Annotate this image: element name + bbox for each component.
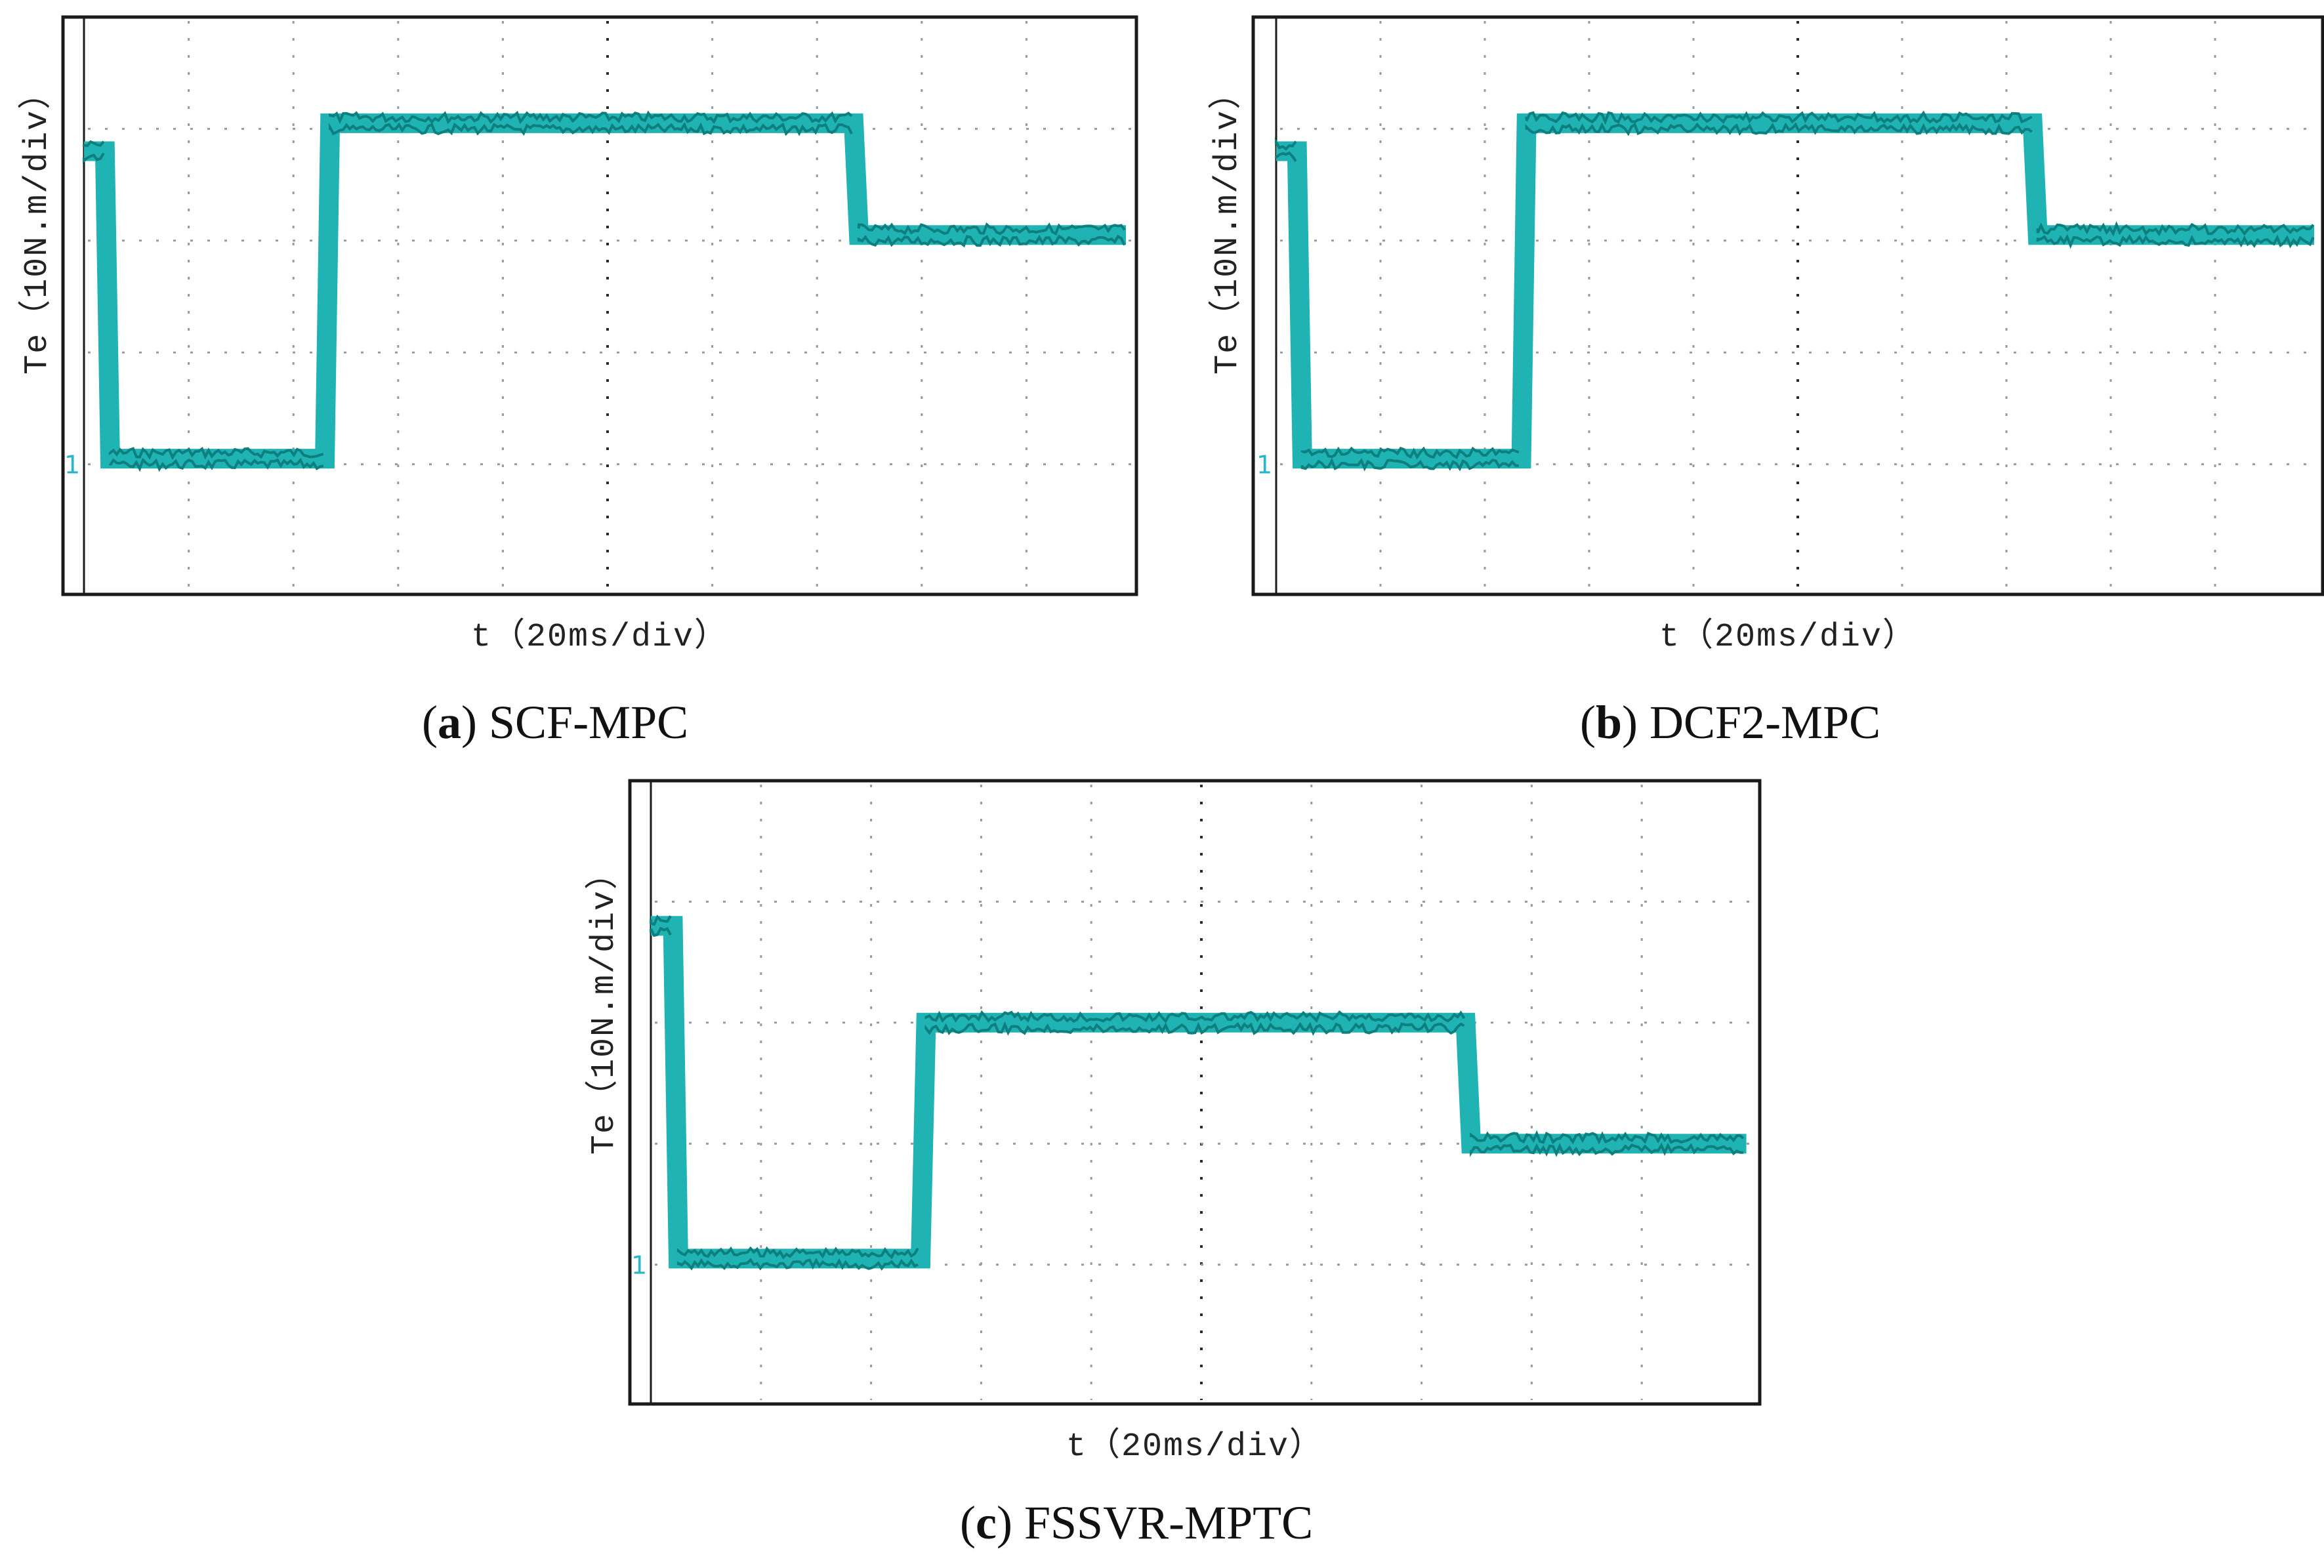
caption-b: (b) DCF2-MPC: [1580, 696, 1881, 749]
trace-noise: [858, 222, 1126, 236]
scope-chart-a: Te（10N.m/div） t（20ms/div） 1: [18, 15, 1138, 656]
y-axis-label: Te（10N.m/div）: [1208, 75, 1247, 375]
trace-noise: [1300, 446, 1520, 460]
scope-frame: [1251, 15, 2324, 596]
trace-noise: [329, 122, 853, 136]
zero-marker: 1: [631, 1251, 647, 1280]
scope-frame: [61, 15, 1138, 596]
x-axis-label: t（20ms/div）: [471, 617, 728, 656]
torque-trace: [1276, 113, 2314, 469]
caption-a-text: SCF-MPC: [488, 696, 689, 749]
trace-noise: [858, 234, 1126, 248]
trace-noise: [924, 1021, 1465, 1036]
trace-noise: [108, 457, 324, 472]
panel-a: Te（10N.m/div） t（20ms/div） 1: [0, 0, 1155, 669]
trace-noise: [83, 140, 105, 148]
scope-chart-b: Te（10N.m/div） t（20ms/div） 1: [1208, 15, 2324, 656]
caption-a: (a) SCF-MPC: [422, 696, 689, 749]
torque-trace: [84, 113, 1126, 469]
caption-c-text: FSSVR-MPTC: [1024, 1496, 1314, 1549]
zero-marker: 1: [1256, 451, 1272, 480]
zero-marker: 1: [64, 451, 80, 480]
trace-noise: [2036, 220, 2315, 237]
trace-noise: [1275, 151, 1297, 162]
trace-noise: [650, 926, 672, 938]
scope-chart-c: Te（10N.m/div） t（20ms/div） 1: [585, 779, 1762, 1466]
trace-noise: [676, 1246, 919, 1260]
caption-b-text: DCF2-MPC: [1650, 696, 1881, 749]
y-axis-label: Te（10N.m/div）: [18, 75, 56, 375]
trace-noise: [1300, 457, 1519, 472]
trace-noise: [676, 1258, 919, 1271]
caption-c: (c) FSSVR-MPTC: [960, 1496, 1314, 1549]
trace-noise: [650, 915, 672, 926]
trace-noise: [1470, 1130, 1745, 1145]
trace-noise: [329, 110, 853, 125]
x-axis-label: t（20ms/div）: [1659, 617, 1917, 656]
trace-noise: [1525, 122, 2033, 136]
torque-trace: [651, 916, 1747, 1269]
panel-c: Te（10N.m/div） t（20ms/div） 1: [564, 774, 1811, 1466]
caption-a-letter: a: [437, 696, 461, 749]
panel-b: Te（10N.m/div） t（20ms/div） 1: [1181, 0, 2324, 669]
scope-frame: [628, 779, 1762, 1406]
trace-noise: [1470, 1142, 1744, 1157]
y-axis-label: Te（10N.m/div）: [585, 856, 623, 1155]
caption-c-letter: c: [975, 1496, 997, 1549]
trace-noise: [83, 152, 105, 164]
trace-noise: [1275, 137, 1297, 151]
caption-b-letter: b: [1595, 696, 1623, 749]
trace-noise: [2036, 234, 2315, 249]
trace-noise: [1525, 110, 2033, 125]
trace-noise: [924, 1010, 1466, 1023]
x-axis-label: t（20ms/div）: [1066, 1427, 1323, 1466]
trace-noise: [108, 447, 324, 461]
